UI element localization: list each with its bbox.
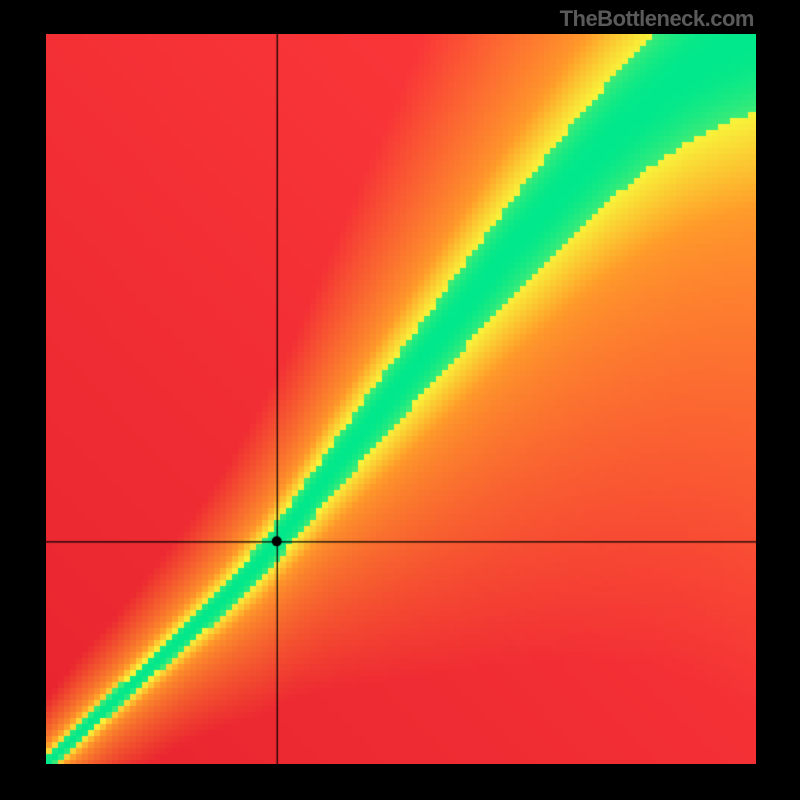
bottleneck-heatmap: [46, 34, 756, 764]
figure-container: TheBottleneck.com: [0, 0, 800, 800]
watermark-text: TheBottleneck.com: [560, 6, 754, 32]
